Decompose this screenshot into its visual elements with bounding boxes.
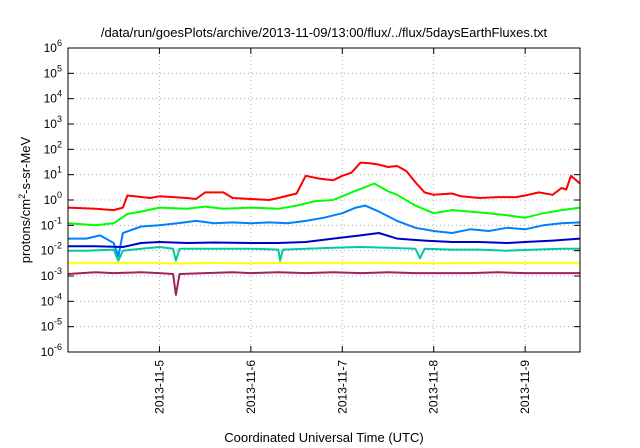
x-tick-label: 2013-11-6 — [244, 360, 258, 414]
series-line-6 — [68, 261, 580, 265]
y-tick-base: 10 — [44, 168, 58, 182]
y-tick-label: 10-6 — [41, 342, 62, 359]
y-tick-base: 10 — [41, 269, 55, 283]
y-tick-base: 10 — [41, 345, 55, 359]
x-tick-label: 2013-11-5 — [152, 360, 166, 414]
y-tick-label: 10-1 — [41, 215, 62, 232]
series-line-5 — [68, 246, 580, 262]
y-axis-label: protons/cm2-s-sr-MeV — [17, 136, 33, 263]
y-tick-exponent: -4 — [54, 291, 62, 301]
series-line-7 — [67, 271, 580, 296]
y-tick-exponent: 5 — [57, 63, 62, 73]
y-axis-label-suffix: -s-sr-MeV — [18, 136, 33, 193]
y-tick-label: 104 — [44, 89, 62, 106]
y-tick-label: 105 — [44, 63, 62, 80]
y-tick-base: 10 — [44, 193, 58, 207]
y-tick-base: 10 — [44, 92, 58, 106]
y-tick-label: 10-5 — [41, 317, 62, 334]
x-tick-label: 2013-11-8 — [427, 360, 441, 414]
y-tick-base: 10 — [44, 142, 58, 156]
y-tick-exponent: 4 — [57, 89, 62, 99]
x-axis-ticks: 2013-11-5 2013-11-6 2013-11-7 2013-11-8 2013… — [152, 48, 532, 414]
y-tick-label: 101 — [44, 165, 62, 182]
y-tick-label: 10-2 — [41, 241, 62, 258]
series-line-2 — [67, 182, 581, 227]
y-tick-exponent: 3 — [57, 114, 62, 124]
y-tick-exponent: 6 — [57, 38, 62, 48]
y-tick-exponent: 2 — [57, 139, 62, 149]
y-tick-exponent: -3 — [54, 266, 62, 276]
x-axis-label: Coordinated Universal Time (UTC) — [224, 430, 423, 445]
chart-title: /data/run/goesPlots/archive/2013-11-09/1… — [101, 25, 548, 40]
y-tick-label: 10-4 — [41, 291, 62, 308]
y-tick-exponent: -6 — [54, 342, 62, 352]
x-tick-label: 2013-11-7 — [335, 360, 349, 414]
series-line-1 — [67, 161, 581, 212]
y-tick-base: 10 — [44, 117, 58, 131]
series-group — [67, 161, 581, 296]
y-tick-exponent: -5 — [54, 317, 62, 327]
plot-frame — [67, 47, 581, 353]
x-tick-label: 2013-11-9 — [518, 360, 532, 414]
y-tick-base: 10 — [41, 218, 55, 232]
y-tick-exponent: 1 — [57, 165, 62, 175]
series-line-3 — [68, 204, 581, 258]
y-tick-base: 10 — [41, 244, 55, 258]
y-tick-base: 10 — [44, 66, 58, 80]
y-tick-label: 103 — [44, 114, 62, 131]
y-tick-exponent: -2 — [54, 241, 62, 251]
y-axis-ticks: 10610510410310210110010-110-210-310-410-… — [41, 38, 580, 359]
y-tick-label: 100 — [44, 190, 62, 207]
y-tick-exponent: -1 — [54, 215, 62, 225]
y-axis-label-sup: 2 — [17, 194, 27, 199]
y-tick-base: 10 — [44, 41, 58, 55]
y-tick-label: 106 — [44, 38, 62, 55]
y-tick-base: 10 — [41, 320, 55, 334]
y-tick-exponent: 0 — [57, 190, 62, 200]
y-tick-label: 10-3 — [41, 266, 62, 283]
series-line-4 — [68, 232, 581, 248]
y-tick-label: 102 — [44, 139, 62, 156]
y-axis-label-prefix: protons/cm — [18, 199, 33, 263]
y-tick-base: 10 — [41, 294, 55, 308]
